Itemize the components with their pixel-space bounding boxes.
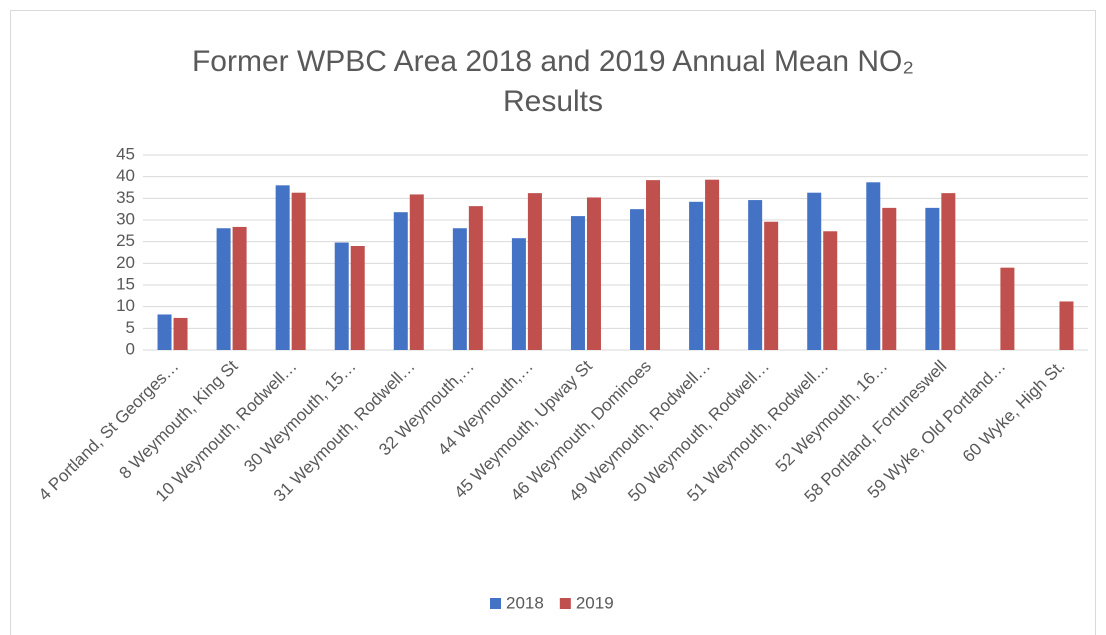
bar: [646, 180, 661, 350]
y-tick-label: 40: [116, 166, 135, 185]
x-tick-label: 30 Weymouth, 15…: [240, 357, 359, 476]
bar: [941, 193, 956, 350]
bar: [689, 201, 704, 350]
chart-title: Former WPBC Area 2018 and 2019 Annual Me…: [191, 45, 915, 118]
y-tick-label: 5: [126, 318, 135, 337]
bar: [705, 179, 720, 350]
x-tick-label: 52 Weymouth, 16…: [772, 357, 891, 476]
y-tick-label: 25: [116, 231, 135, 250]
bar: [764, 221, 779, 350]
legend-label: 2018: [506, 593, 544, 612]
y-tick-label: 45: [116, 144, 135, 163]
bar: [748, 200, 763, 350]
y-tick-label: 0: [126, 339, 135, 358]
bar: [409, 194, 424, 350]
bar: [452, 228, 467, 350]
bar: [334, 242, 349, 350]
bar: [173, 317, 188, 350]
bar: [527, 193, 542, 350]
bar: [350, 246, 365, 350]
bar: [275, 185, 290, 350]
y-tick-label: 30: [116, 209, 135, 228]
bar: [925, 207, 940, 350]
bar: [823, 231, 838, 350]
bar: [157, 314, 172, 350]
y-tick-label: 35: [116, 188, 135, 207]
legend-swatch: [559, 598, 571, 609]
bar: [866, 182, 881, 350]
legend-label: 2019: [576, 593, 614, 612]
x-tick-label: 60 Wyke, High St.: [959, 357, 1069, 467]
y-tick-label: 15: [116, 274, 135, 293]
chart-border: [10, 10, 1096, 635]
bar: [882, 207, 897, 350]
bar: [468, 206, 483, 350]
y-tick-label: 20: [116, 253, 135, 272]
bar: [393, 212, 408, 350]
bar: [630, 209, 645, 350]
bar: [511, 238, 526, 350]
y-tick-label: 10: [116, 296, 135, 315]
bar: [232, 226, 247, 350]
legend-swatch: [490, 598, 501, 609]
bar: [1059, 301, 1074, 350]
bar: [291, 192, 306, 350]
bar: [807, 192, 822, 350]
bar: [586, 197, 601, 350]
bar: [1000, 267, 1015, 350]
bar: [216, 228, 231, 350]
x-tick-label: 8 Weymouth, King St: [115, 356, 241, 482]
bar: [570, 216, 585, 350]
